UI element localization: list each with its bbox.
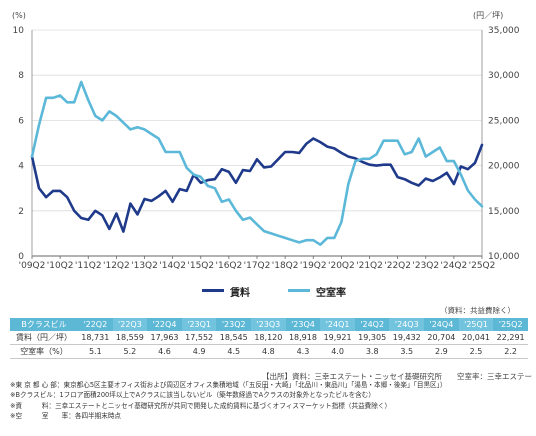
legend-vacancy-label: 空室率 (316, 288, 346, 299)
x-tick-label: '24Q2 (441, 261, 468, 271)
vacancy-cell: 4.5 (216, 344, 252, 359)
table-header-cell: '23Q4 (285, 318, 321, 331)
footnotes: ※東 京 都 心 部：東京都心5区主要オフィス街および周辺区オフィス集積地域（「… (10, 380, 530, 422)
data-table: Bクラスビル '22Q2'22Q3'22Q4'23Q1'23Q2'23Q3'23… (10, 318, 528, 359)
vacancy-cell: 4.9 (181, 344, 217, 359)
rent-cell: 18,545 (216, 331, 252, 345)
x-tick-label: '17Q2 (244, 261, 271, 271)
left-tick-label: 10 (13, 26, 25, 36)
vacancy-cell: 4.6 (147, 344, 182, 359)
footnote: ※Bクラスビル：1フロア面積200坪以上でAクラスに該当しないビル（築年数経過で… (10, 391, 375, 400)
right-tick-label: 10,000 (488, 252, 520, 262)
rent-cell: 20,041 (458, 331, 494, 345)
left-tick-label: 8 (18, 71, 24, 81)
x-tick-label: '13Q2 (131, 261, 158, 271)
x-tick-label: '12Q2 (103, 261, 130, 271)
vacancy-cell: 3.8 (354, 344, 390, 359)
rent-cell: 18,120 (251, 331, 286, 345)
right-axis-ticks: 10,000 15,000 20,000 25,000 30,000 35,000 (488, 26, 520, 262)
table-header-cell: '23Q3 (251, 318, 286, 331)
x-tick-label: '23Q2 (412, 261, 439, 271)
rent-cell: 19,432 (389, 331, 425, 345)
right-tick-label: 15,000 (488, 207, 520, 217)
row-label-rent: 賃料（円／坪） (10, 331, 78, 345)
x-tick-label: '25Q2 (469, 261, 496, 271)
vacancy-cell: 4.3 (285, 344, 321, 359)
table-corner: Bクラスビル (10, 318, 78, 331)
left-tick-label: 4 (18, 162, 24, 172)
table-header-cell: '23Q1 (181, 318, 217, 331)
x-tick-label: '14Q2 (159, 261, 186, 271)
vacancy-cell: 2.5 (458, 344, 494, 359)
x-tick-label: '15Q2 (187, 261, 214, 271)
table-header-cell: '22Q4 (147, 318, 182, 331)
x-tick-label: '18Q2 (272, 261, 299, 271)
rent-series-line (30, 137, 484, 233)
row-label-vacancy: 空室率（%） (10, 344, 78, 359)
table-row-vacancy: 空室率（%） 5.1 5.2 4.6 4.9 4.5 4.8 4.3 4.0 3.8 3.5 2.9… (10, 344, 528, 359)
rent-cell: 18,918 (285, 331, 321, 345)
x-tick-label: '21Q2 (356, 261, 383, 271)
legend: 賃料 空室率 (0, 284, 536, 299)
right-tick-label: 20,000 (488, 162, 520, 172)
x-axis-ticks: '09Q2'10Q2'11Q2'12Q2'13Q2'14Q2'15Q2'16Q2… (19, 256, 496, 271)
left-tick-label: 6 (18, 116, 24, 126)
legend-rent-label: 賃料 (230, 288, 250, 299)
line-chart: 0 2 4 6 8 10 10,000 15,000 20,000 25,000 30,000 35… (12, 11, 520, 271)
vacancy-cell: 3.5 (389, 344, 425, 359)
left-tick-label: 0 (18, 252, 24, 262)
x-tick-label: '11Q2 (75, 261, 102, 271)
right-tick-label: 25,000 (488, 116, 520, 126)
left-axis-unit: (%) (12, 11, 26, 20)
table-header-cell: '24Q4 (424, 318, 459, 331)
table-header-cell: '25Q2 (493, 318, 528, 331)
footnote: ※東 京 都 心 部：東京都心5区主要オフィス街および周辺区オフィス集積地域（「… (10, 381, 447, 389)
rent-cell: 17,963 (147, 331, 182, 345)
table-header-cell: '24Q1 (320, 318, 355, 331)
x-tick-label: '20Q2 (328, 261, 355, 271)
table-header-cell: '22Q3 (112, 318, 148, 331)
series-lines (30, 80, 484, 246)
footnote: ※空 室 率：各四半期末時点 (10, 412, 122, 421)
chart-grid (31, 29, 483, 257)
table-header-cell: '24Q3 (389, 318, 425, 331)
rent-cell: 18,731 (78, 331, 113, 345)
x-tick-label: '22Q2 (384, 261, 411, 271)
vacancy-cell: 2.2 (493, 344, 528, 359)
vacancy-cell: 5.2 (112, 344, 148, 359)
x-tick-label: '16Q2 (216, 261, 243, 271)
x-tick-label: '10Q2 (47, 261, 74, 271)
legend-rent-swatch (202, 289, 224, 292)
vacancy-cell: 5.1 (78, 344, 113, 359)
left-axis-ticks: 0 2 4 6 8 10 (13, 26, 25, 262)
footnote: ※資 料：三幸エステートとニッセイ基礎研究所が共同で開発した成約賃料に基づくオフ… (10, 401, 392, 410)
vacancy-series-line (30, 80, 484, 246)
x-tick-label: '19Q2 (300, 261, 327, 271)
vacancy-cell: 2.9 (424, 344, 459, 359)
right-axis-unit: (円／坪) (473, 11, 503, 20)
left-tick-label: 2 (18, 207, 24, 217)
table-header-cell: '24Q2 (354, 318, 390, 331)
rent-cell: 22,291 (493, 331, 528, 345)
rent-cell: 17,552 (181, 331, 217, 345)
table-header-cell: '23Q2 (216, 318, 252, 331)
vacancy-cell: 4.0 (320, 344, 355, 359)
table-header-row: Bクラスビル '22Q2'22Q3'22Q4'23Q1'23Q2'23Q3'23… (10, 318, 528, 331)
right-tick-label: 30,000 (488, 71, 520, 81)
fee-note: （資料：共益費除く） (440, 306, 515, 315)
rent-cell: 19,305 (354, 331, 390, 345)
rent-cell: 18,559 (112, 331, 148, 345)
rent-cell: 20,704 (424, 331, 459, 345)
table-header-cell: '25Q1 (458, 318, 494, 331)
table-header-cell: '22Q2 (78, 318, 113, 331)
table-row-rent: 賃料（円／坪） 18,731 18,559 17,963 17,552 18,545 18… (10, 331, 528, 345)
x-tick-label: '09Q2 (19, 261, 46, 271)
right-tick-label: 35,000 (488, 26, 520, 36)
vacancy-cell: 4.8 (251, 344, 286, 359)
legend-vacancy-swatch (288, 289, 310, 292)
credit-line: 【出所】資料：三幸エステート・ニッセイ基礎研究所 空室率：三幸エステート (262, 372, 532, 392)
rent-cell: 19,921 (320, 331, 355, 345)
